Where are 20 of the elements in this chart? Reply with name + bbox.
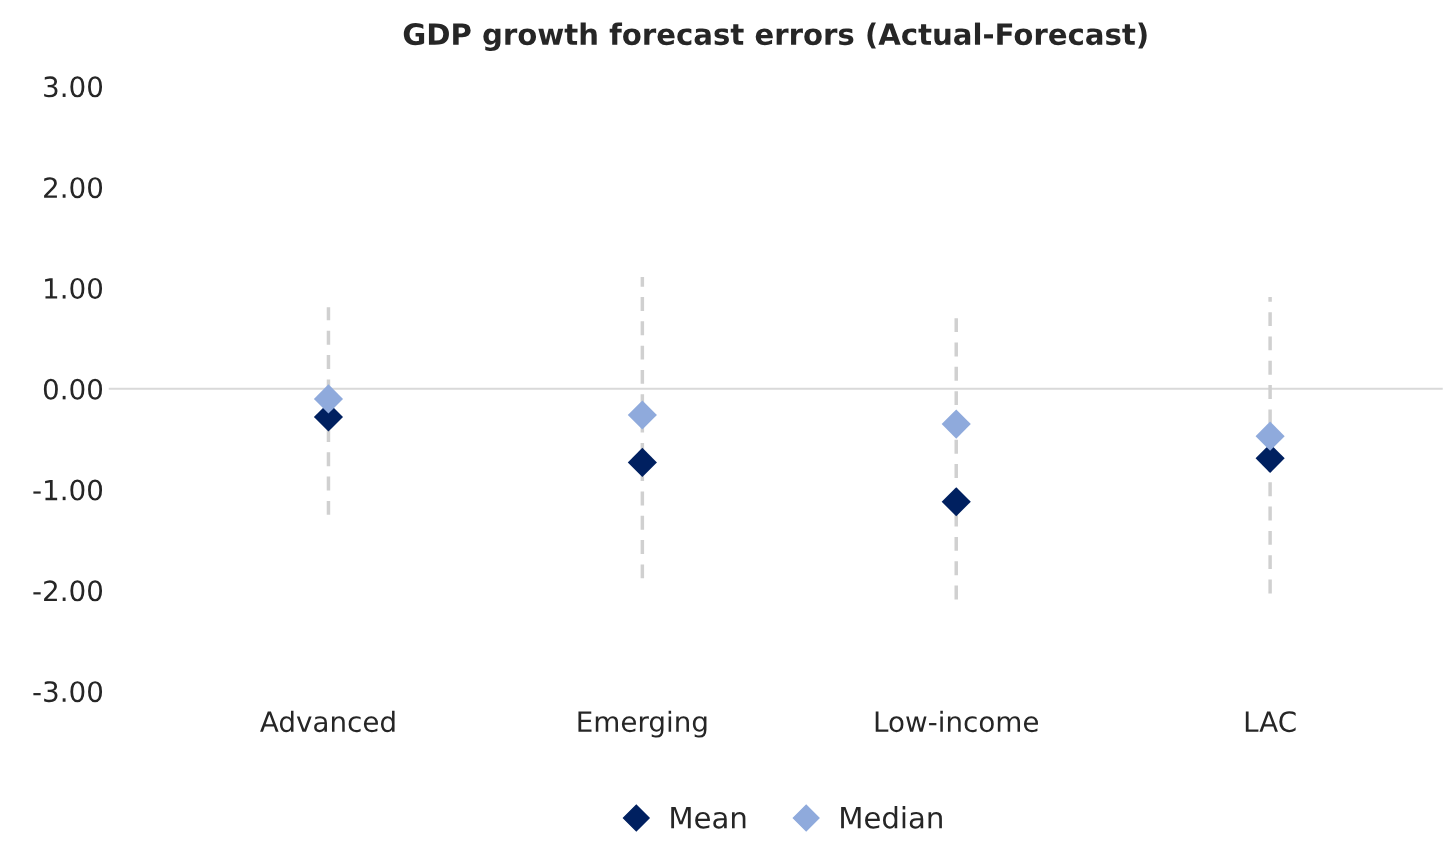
- point: [627, 400, 657, 430]
- y-tick-label: 1.00: [45, 277, 103, 299]
- x-tick-label: Emerging: [578, 710, 707, 738]
- x-tick-label: Advanced: [260, 710, 395, 733]
- y-tick-label: 3.00: [44, 76, 103, 98]
- point: [941, 487, 971, 517]
- point: [941, 409, 971, 439]
- point: [1255, 421, 1285, 451]
- point: [313, 384, 344, 414]
- x-tick-label: LAC: [1245, 711, 1296, 733]
- x-tick-label: Low-income: [875, 710, 1038, 733]
- y-tick-label: 2.00: [44, 177, 103, 199]
- legend-label: Median: [841, 806, 942, 829]
- y-tick-label: -3.00: [33, 681, 103, 703]
- legend-label: Mean: [671, 806, 746, 829]
- y-tick-label: 0.00: [43, 378, 103, 400]
- point: [627, 447, 657, 477]
- y-tick-label: -1.00: [33, 479, 103, 501]
- chart-title: GDP growth forecast errors (Actual-Forecast): [403, 22, 1147, 52]
- y-tick-label: -2.00: [33, 580, 103, 602]
